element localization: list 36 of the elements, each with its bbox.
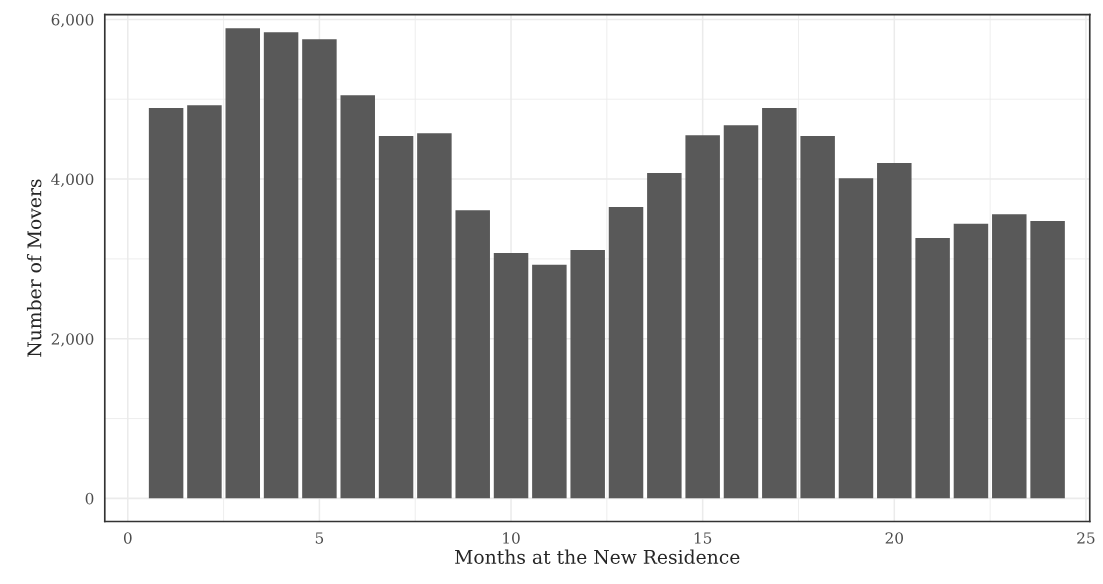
x-axis-title: Months at the New Residence	[455, 549, 740, 565]
x-tick-label: 15	[694, 532, 712, 544]
bar	[762, 108, 797, 499]
bar	[302, 39, 337, 499]
x-tick-label: 0	[123, 532, 132, 544]
bar	[877, 163, 912, 499]
bar	[493, 252, 529, 499]
y-tick-label: 6,000	[51, 13, 94, 28]
x-tick-label: 20	[885, 532, 904, 544]
bar	[647, 173, 682, 499]
x-tick-label: 25	[1077, 532, 1095, 544]
x-tick-label: 5	[315, 532, 324, 544]
y-tick-label: 2,000	[51, 333, 94, 347]
bar	[570, 250, 605, 499]
bar	[800, 135, 835, 499]
bar	[378, 135, 414, 499]
x-tick-label: 10	[503, 532, 520, 544]
bar	[1030, 220, 1065, 499]
bar	[953, 223, 989, 499]
bar	[417, 133, 452, 499]
bar	[263, 32, 299, 499]
bar	[838, 178, 874, 499]
bar	[148, 108, 184, 499]
bar	[225, 28, 261, 499]
bar	[608, 206, 644, 499]
y-axis-title: Number of Movers	[26, 179, 42, 357]
bar	[455, 210, 490, 499]
bar	[187, 105, 222, 499]
bar	[340, 95, 375, 499]
bar	[532, 264, 567, 499]
y-tick-label: 0	[85, 492, 94, 505]
y-tick-label: 4,000	[51, 173, 94, 187]
bar	[992, 214, 1027, 499]
bar	[723, 125, 759, 499]
bar	[915, 238, 950, 499]
bar	[685, 135, 720, 499]
